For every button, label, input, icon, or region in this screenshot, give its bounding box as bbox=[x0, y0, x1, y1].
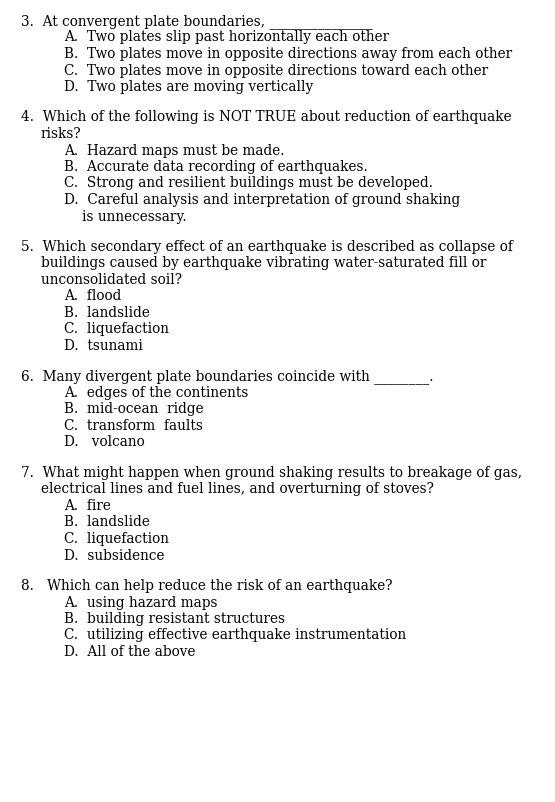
Text: A.  using hazard maps: A. using hazard maps bbox=[64, 595, 218, 609]
Text: A.  fire: A. fire bbox=[64, 498, 110, 512]
Text: B.  Two plates move in opposite directions away from each other: B. Two plates move in opposite direction… bbox=[64, 47, 512, 61]
Text: C.  Strong and resilient buildings must be developed.: C. Strong and resilient buildings must b… bbox=[64, 176, 433, 190]
Text: unconsolidated soil?: unconsolidated soil? bbox=[41, 273, 181, 286]
Text: B.  building resistant structures: B. building resistant structures bbox=[64, 611, 285, 626]
Text: B.  Accurate data recording of earthquakes.: B. Accurate data recording of earthquake… bbox=[64, 160, 367, 174]
Text: C.  liquefaction: C. liquefaction bbox=[64, 322, 169, 336]
Text: A.  Hazard maps must be made.: A. Hazard maps must be made. bbox=[64, 144, 284, 157]
Text: A.  flood: A. flood bbox=[64, 290, 121, 303]
Text: D.  All of the above: D. All of the above bbox=[64, 644, 195, 658]
Text: C.  utilizing effective earthquake instrumentation: C. utilizing effective earthquake instru… bbox=[64, 628, 406, 642]
Text: C.  Two plates move in opposite directions toward each other: C. Two plates move in opposite direction… bbox=[64, 63, 488, 78]
Text: is unnecessary.: is unnecessary. bbox=[82, 209, 187, 223]
Text: 4.  Which of the following is NOT TRUE about reduction of earthquake: 4. Which of the following is NOT TRUE ab… bbox=[21, 111, 512, 124]
Text: risks?: risks? bbox=[41, 127, 81, 141]
Text: B.  mid-ocean  ridge: B. mid-ocean ridge bbox=[64, 402, 204, 416]
Text: B.  landslide: B. landslide bbox=[64, 515, 150, 529]
Text: D.  Careful analysis and interpretation of ground shaking: D. Careful analysis and interpretation o… bbox=[64, 192, 460, 207]
Text: C.  liquefaction: C. liquefaction bbox=[64, 532, 169, 545]
Text: 6.  Many divergent plate boundaries coincide with ________.: 6. Many divergent plate boundaries coinc… bbox=[21, 369, 433, 384]
Text: A.  edges of the continents: A. edges of the continents bbox=[64, 386, 248, 399]
Text: A.  Two plates slip past horizontally each other: A. Two plates slip past horizontally eac… bbox=[64, 30, 389, 44]
Text: D.  Two plates are moving vertically: D. Two plates are moving vertically bbox=[64, 80, 313, 94]
Text: 5.  Which secondary effect of an earthquake is described as collapse of: 5. Which secondary effect of an earthqua… bbox=[21, 240, 513, 253]
Text: B.  landslide: B. landslide bbox=[64, 306, 150, 320]
Text: C.  transform  faults: C. transform faults bbox=[64, 419, 203, 432]
Text: D.   volcano: D. volcano bbox=[64, 435, 144, 449]
Text: 7.  What might happen when ground shaking results to breakage of gas,: 7. What might happen when ground shaking… bbox=[21, 465, 522, 480]
Text: 8.   Which can help reduce the risk of an earthquake?: 8. Which can help reduce the risk of an … bbox=[21, 578, 392, 592]
Text: electrical lines and fuel lines, and overturning of stoves?: electrical lines and fuel lines, and ove… bbox=[41, 482, 433, 496]
Text: buildings caused by earthquake vibrating water-saturated fill or: buildings caused by earthquake vibrating… bbox=[41, 256, 486, 270]
Text: 3.  At convergent plate boundaries, _______________: 3. At convergent plate boundaries, _____… bbox=[21, 14, 373, 29]
Text: D.  subsidence: D. subsidence bbox=[64, 548, 164, 561]
Text: D.  tsunami: D. tsunami bbox=[64, 338, 143, 353]
